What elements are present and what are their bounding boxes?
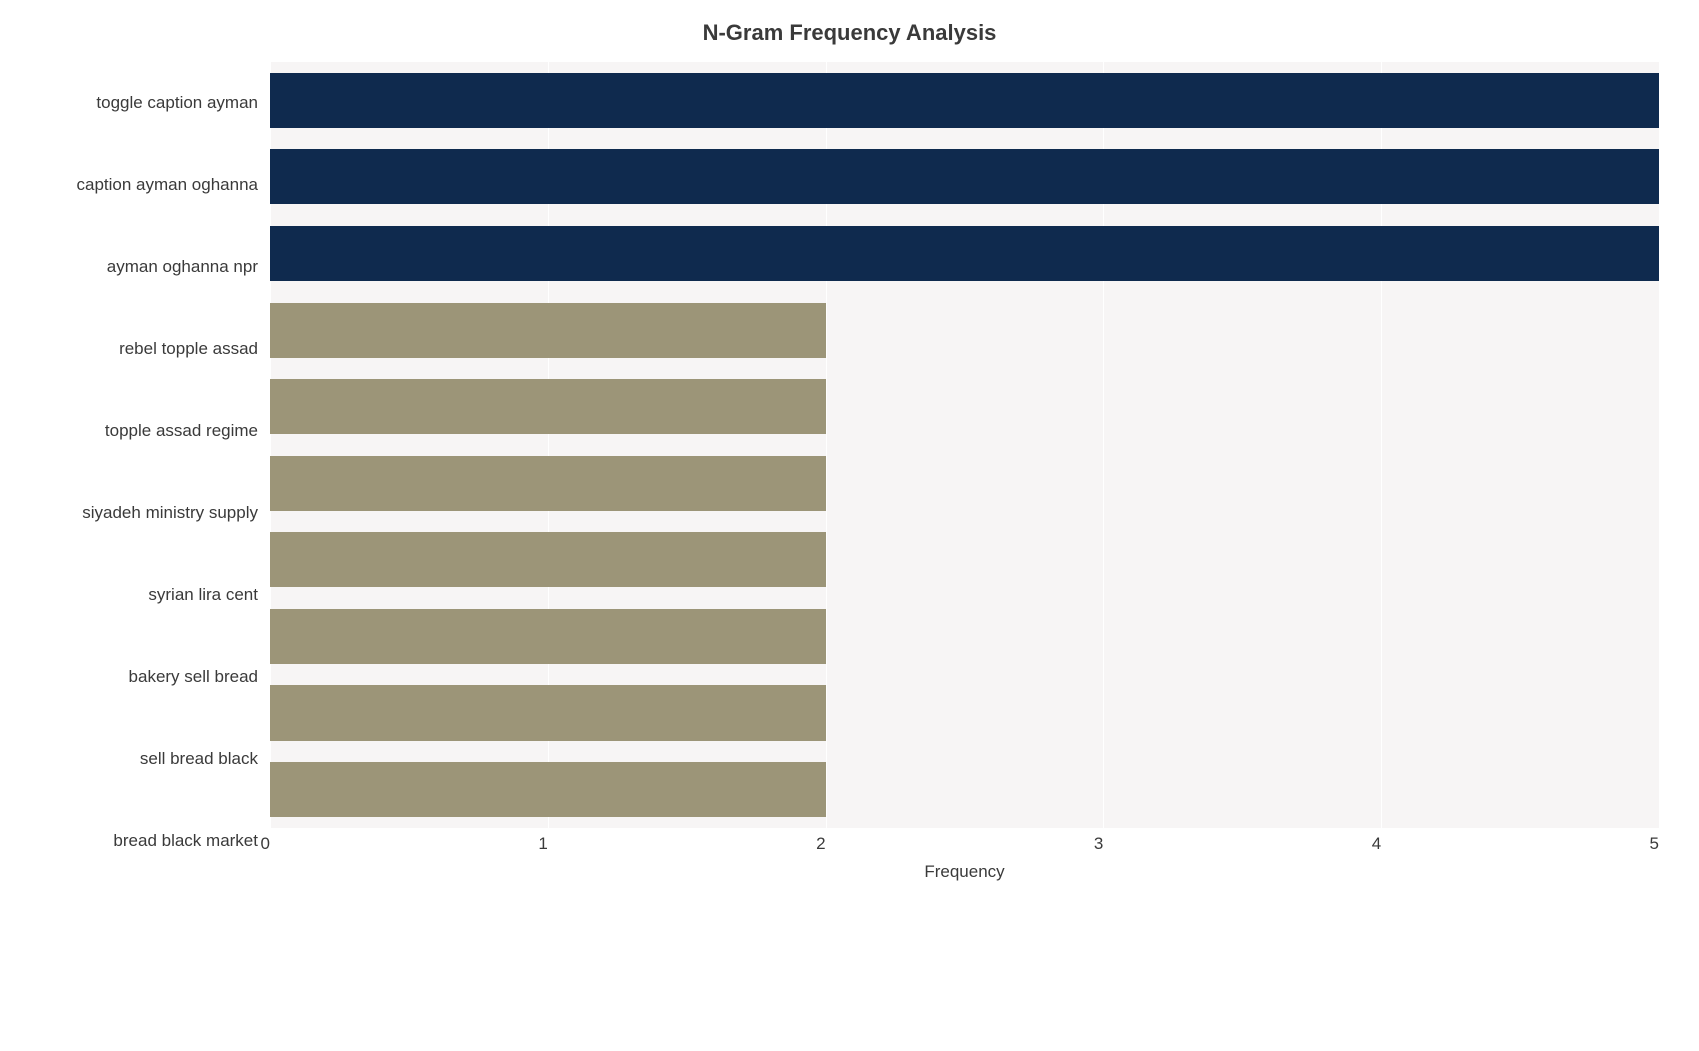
ngram-chart: N-Gram Frequency Analysis toggle caption…	[40, 20, 1659, 882]
y-axis-label: siyadeh ministry supply	[40, 472, 270, 554]
bar-row	[270, 445, 1659, 522]
y-axis-label: syrian lira cent	[40, 554, 270, 636]
x-axis-tick-label: 2	[816, 834, 825, 854]
chart-title: N-Gram Frequency Analysis	[40, 20, 1659, 46]
bar-row	[270, 522, 1659, 599]
y-axis-label: topple assad regime	[40, 390, 270, 472]
bar	[270, 532, 826, 587]
gridline	[1659, 62, 1660, 828]
x-axis-tick-label: 0	[261, 834, 270, 854]
bars	[270, 62, 1659, 828]
bar-row	[270, 215, 1659, 292]
bar	[270, 149, 1659, 204]
y-axis: toggle caption aymancaption ayman oghann…	[40, 62, 270, 882]
plot-area: 012345 Frequency	[270, 62, 1659, 882]
y-axis-label: rebel topple assad	[40, 308, 270, 390]
bar-row	[270, 292, 1659, 369]
bar	[270, 303, 826, 358]
x-axis-title: Frequency	[270, 862, 1659, 882]
x-axis: 012345	[270, 834, 1659, 856]
x-axis-tick-label: 4	[1372, 834, 1381, 854]
bar	[270, 379, 826, 434]
x-axis-tick-label: 5	[1650, 834, 1659, 854]
y-axis-label: bread black market	[40, 800, 270, 882]
bar	[270, 73, 1659, 128]
y-axis-label: sell bread black	[40, 718, 270, 800]
bar	[270, 226, 1659, 281]
y-axis-label: caption ayman oghanna	[40, 144, 270, 226]
y-axis-label: bakery sell bread	[40, 636, 270, 718]
plot-gridwrap	[270, 62, 1659, 828]
x-axis-tick-label: 1	[538, 834, 547, 854]
bar-row	[270, 598, 1659, 675]
x-axis-tick-label: 3	[1094, 834, 1103, 854]
bar-row	[270, 751, 1659, 828]
bar	[270, 685, 826, 740]
bar-row	[270, 139, 1659, 216]
y-axis-label: ayman oghanna npr	[40, 226, 270, 308]
bar	[270, 762, 826, 817]
chart-body: toggle caption aymancaption ayman oghann…	[40, 62, 1659, 882]
bar	[270, 609, 826, 664]
bar-row	[270, 62, 1659, 139]
bar	[270, 456, 826, 511]
bar-row	[270, 368, 1659, 445]
y-axis-label: toggle caption ayman	[40, 62, 270, 144]
bar-row	[270, 675, 1659, 752]
